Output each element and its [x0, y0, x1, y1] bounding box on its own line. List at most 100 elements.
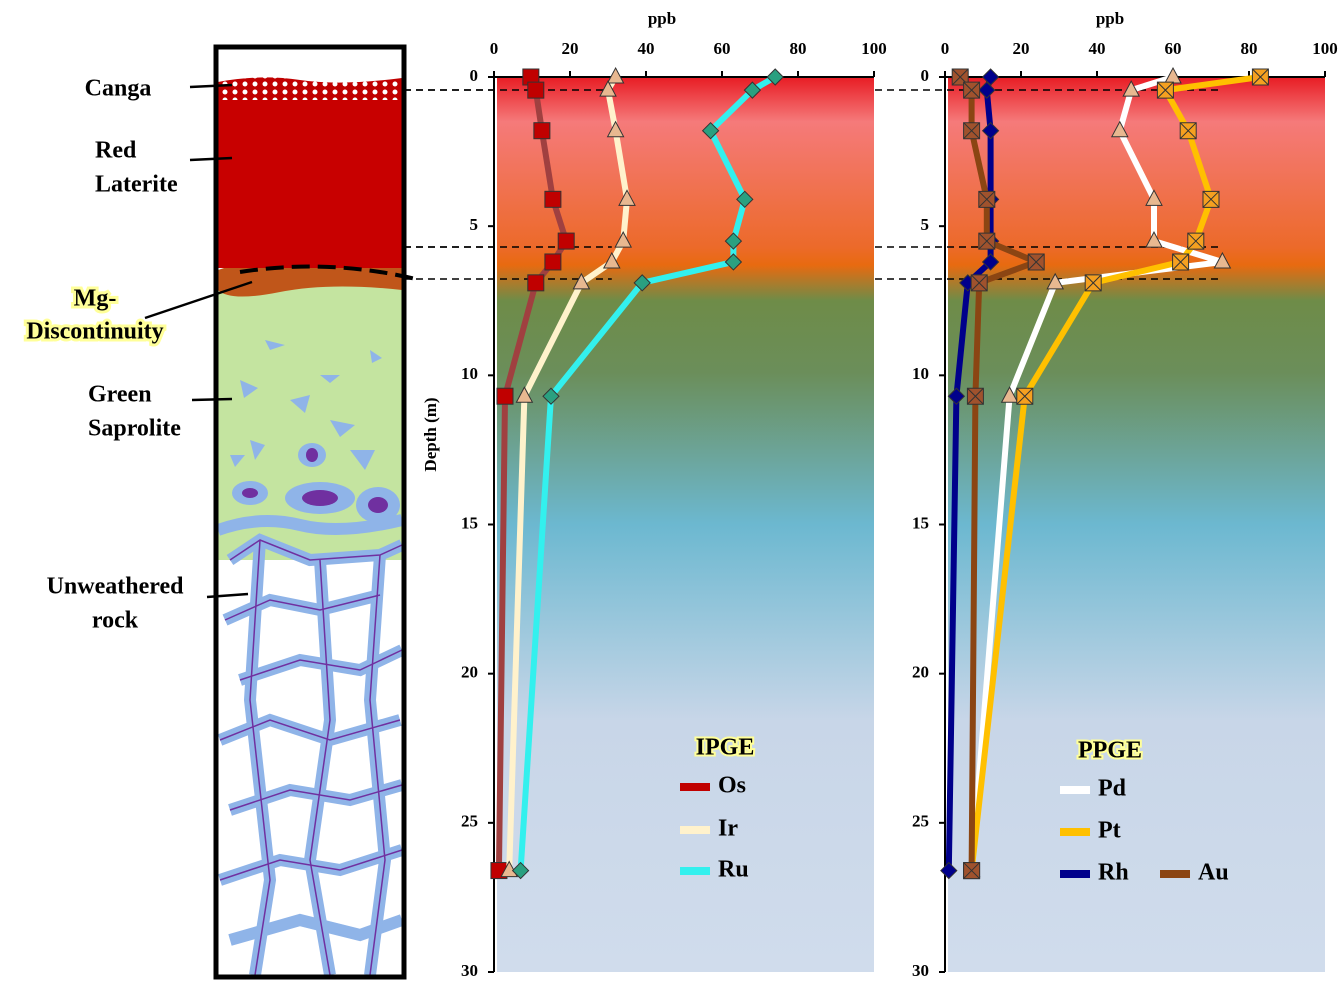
marker [981, 68, 1000, 86]
y-tick-label: 25 [461, 812, 478, 831]
legend-swatch [1160, 870, 1190, 878]
y-tick-label: 0 [921, 66, 930, 85]
legend-label: Pd [1098, 776, 1127, 802]
legend-swatch [680, 826, 710, 834]
profile [144, 44, 421, 980]
chart: 0 20 40 60 80 100 0 5 10 15 20 25 30 ppb Pd Pt Rh Au PPGE [875, 9, 1338, 980]
profile-label: Unweathered [47, 574, 185, 600]
profile-label: Discontinuity [26, 319, 163, 345]
marker [1000, 386, 1019, 403]
plot-background [497, 77, 874, 972]
x-tick-label: 20 [562, 39, 579, 58]
legend-swatch [680, 783, 710, 791]
marker [1213, 251, 1232, 269]
y-tick-label: 20 [912, 663, 929, 682]
marker [940, 861, 958, 880]
marker [724, 232, 743, 250]
marker [533, 122, 551, 140]
y-tick-label: 5 [470, 215, 479, 234]
marker [511, 861, 530, 880]
legend-label: Ir [718, 816, 738, 842]
legend-label: Ru [718, 857, 749, 883]
marker [1164, 66, 1182, 84]
marker [736, 190, 754, 209]
profile-label: Saprolite [88, 416, 181, 442]
y-tick-label: 5 [921, 215, 930, 234]
marker [966, 387, 984, 405]
legend-swatch [680, 867, 710, 875]
marker [1122, 80, 1141, 97]
x-tick-label: 100 [1312, 39, 1338, 58]
y-tick-label: 10 [912, 364, 929, 383]
legend-label: Rh [1098, 860, 1129, 886]
marker [963, 862, 981, 880]
y-tick-label: 0 [470, 66, 479, 85]
marker [515, 386, 534, 403]
y-tick-label: 15 [912, 513, 929, 532]
marker [606, 120, 625, 138]
marker [1110, 120, 1129, 138]
marker [542, 387, 560, 405]
x-tick-label: 0 [490, 39, 499, 58]
legend-swatch [1060, 828, 1090, 836]
marker [544, 253, 562, 271]
profile-label: Canga [85, 76, 152, 102]
marker [724, 253, 743, 271]
marker [701, 121, 720, 140]
marker [1156, 81, 1174, 99]
y-tick-label: 10 [461, 364, 478, 383]
marker [527, 81, 545, 99]
marker [1251, 68, 1269, 86]
profile-label: Green [88, 382, 152, 408]
marker [978, 190, 996, 208]
marker [1145, 231, 1163, 248]
y-tick-label: 15 [461, 513, 478, 532]
marker [572, 272, 591, 290]
marker [978, 81, 996, 99]
marker [602, 251, 621, 269]
marker [1202, 190, 1220, 208]
y-tick-label: 25 [912, 812, 929, 831]
x-tick-label: 40 [638, 39, 655, 58]
profile-label: rock [92, 608, 139, 634]
profile-label: Laterite [95, 172, 178, 198]
profile-label: Red [95, 138, 137, 164]
plot-background [948, 77, 1325, 972]
x-tick-label: 100 [861, 39, 887, 58]
profile-label: Mg- [74, 286, 117, 312]
x-axis-title: ppb [648, 9, 676, 28]
marker [496, 387, 514, 405]
x-tick-label: 40 [1089, 39, 1106, 58]
legend-swatch [1060, 786, 1090, 794]
marker [618, 189, 636, 206]
marker [970, 274, 988, 292]
marker [1027, 253, 1045, 271]
legend-swatch [1060, 870, 1090, 878]
x-tick-label: 60 [1165, 39, 1182, 58]
x-tick-label: 20 [1013, 39, 1030, 58]
legend-label: Au [1198, 860, 1229, 886]
marker [978, 232, 996, 250]
y-axis-title: Depth (m) [421, 397, 440, 471]
legend-title: IPGE [696, 735, 755, 761]
marker [557, 232, 575, 250]
marker [606, 66, 625, 84]
marker [1016, 387, 1034, 405]
x-tick-label: 60 [714, 39, 731, 58]
chart: 0 20 40 60 80 100 0 5 10 15 20 25 30 ppb Depth (m) Os Ir… [404, 9, 887, 980]
marker [947, 387, 966, 405]
marker [1046, 272, 1065, 290]
y-tick-label: 30 [912, 961, 929, 980]
marker [544, 190, 562, 208]
x-tick-label: 80 [790, 39, 807, 58]
legend-label: Os [718, 773, 746, 799]
y-tick-label: 30 [461, 961, 478, 980]
marker [1172, 253, 1190, 271]
marker [614, 231, 633, 248]
marker [599, 80, 617, 97]
marker [743, 81, 762, 99]
legend-label: Pt [1098, 818, 1121, 844]
legend-title: PPGE [1078, 738, 1142, 764]
marker [633, 274, 651, 292]
